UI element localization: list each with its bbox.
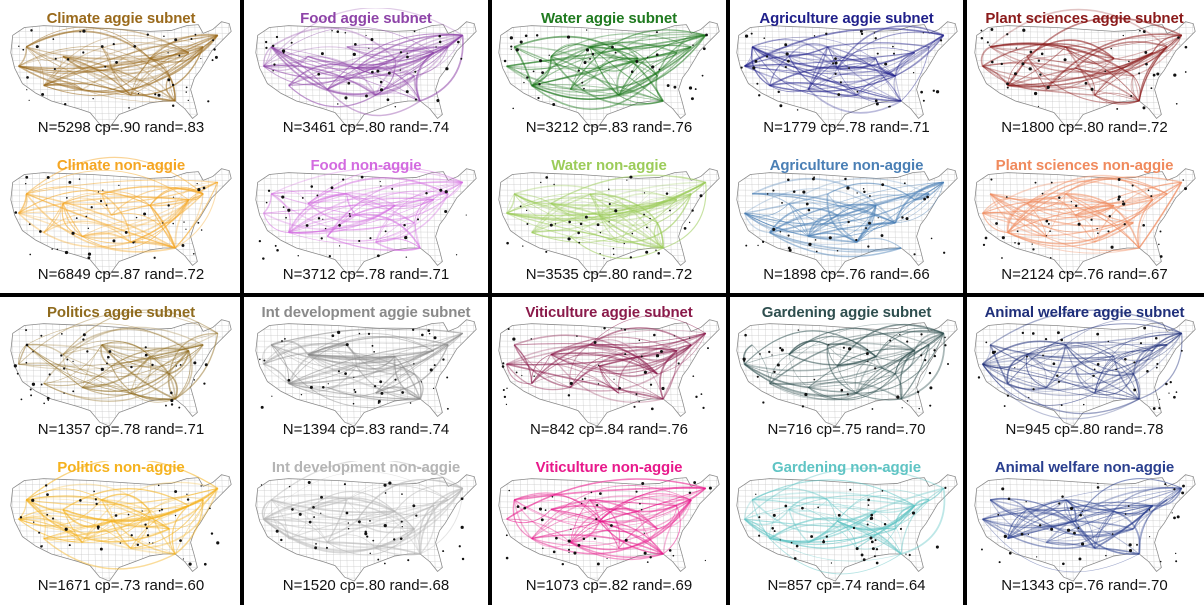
map-title: Food aggie subnet: [300, 10, 432, 27]
us-network-map: [498, 21, 720, 129]
map-title: Politics aggie subnet: [47, 304, 195, 321]
map-title: Climate non-aggie: [56, 157, 186, 174]
us-network-map: [10, 309, 232, 427]
us-network-map: [973, 474, 1196, 582]
us-network-map: [735, 21, 958, 129]
map-title: Water non-aggie: [551, 157, 667, 174]
map-title: Climate aggie subnet: [46, 10, 196, 27]
map-title: Viticulture aggie subnet: [525, 304, 693, 321]
us-network-map: [10, 21, 232, 129]
map-stats: N=1800 cp=.80 rand=.72: [1001, 119, 1168, 136]
map-stats: N=1779 cp=.78 rand=.71: [763, 119, 930, 136]
map-panel: Politics non-aggie N=1671 cp=.73 rand=.60: [0, 449, 242, 605]
map-stats: N=5298 cp=.90 rand=.83: [37, 119, 205, 136]
map-title: Gardening non-aggie: [772, 459, 921, 476]
map-stats: N=6849 cp=.87 rand=.72: [37, 266, 205, 283]
map-title: Agriculture aggie subnet: [759, 10, 934, 27]
us-network-map: [498, 168, 720, 276]
us-network-map: [255, 8, 477, 129]
map-panel: Plant sciences non-aggie N=2124 cp=.76 ra…: [965, 147, 1204, 294]
map-stats: N=1671 cp=.73 rand=.60: [37, 577, 205, 594]
map-title: Agriculture non-aggie: [769, 157, 924, 174]
map-stats: N=857 cp=.74 rand=.64: [767, 577, 926, 594]
map-panel: Climate non-aggie N=6849 cp=.87 rand=.72: [0, 147, 242, 294]
map-stats: N=2124 cp=.76 rand=.67: [1001, 266, 1168, 283]
map-stats: N=3461 cp=.80 rand=.74: [282, 119, 450, 136]
map-stats: N=842 cp=.84 rand=.76: [529, 421, 689, 438]
map-title: Viticulture non-aggie: [535, 459, 683, 476]
map-title: Animal welfare non-aggie: [994, 459, 1175, 476]
vertical-divider: [488, 0, 492, 605]
horizontal-divider: [0, 293, 1204, 297]
map-panel: Gardening aggie subnet N=716 cp=.75 rand=…: [728, 294, 965, 449]
map-title: Water aggie subnet: [541, 10, 677, 27]
map-panel: Int development aggie subnet N=1394 cp=.8…: [242, 294, 490, 449]
map-title: Int development non-aggie: [271, 459, 461, 476]
us-network-map: [735, 168, 958, 276]
us-network-map: [735, 319, 958, 427]
map-panel: Climate aggie subnet N=5298 cp=.90 rand=.…: [0, 0, 242, 147]
map-panel: Agriculture non-aggie N=1898 cp=.76 rand=…: [728, 147, 965, 294]
map-stats: N=3212 cp=.83 rand=.76: [525, 119, 693, 136]
us-network-map: [255, 167, 477, 276]
map-title: Food non-aggie: [310, 157, 422, 174]
map-panel: Food non-aggie N=3712 cp=.78 rand=.71: [242, 147, 490, 294]
us-network-map: [10, 461, 232, 582]
map-title: Politics non-aggie: [57, 459, 185, 476]
map-title: Gardening aggie subnet: [761, 304, 932, 321]
map-panel: Food aggie subnet N=3461 cp=.80 rand=.74: [242, 0, 490, 147]
map-stats: N=3712 cp=.78 rand=.71: [282, 266, 450, 283]
map-panel: Int development non-aggie N=1520 cp=.80 r…: [242, 449, 490, 605]
map-stats: N=1898 cp=.76 rand=.66: [763, 266, 930, 283]
us-network-map: [973, 8, 1196, 129]
map-panel: Water non-aggie N=3535 cp=.80 rand=.72: [490, 147, 728, 294]
us-network-map: [498, 474, 720, 582]
us-network-map: [735, 467, 958, 582]
map-stats: N=1394 cp=.83 rand=.74: [282, 421, 450, 438]
map-title: Int development aggie subnet: [261, 304, 471, 321]
map-panel: Agriculture aggie subnet N=1779 cp=.78 ra…: [728, 0, 965, 147]
map-panel: Gardening non-aggie N=857 cp=.74 rand=.64: [728, 449, 965, 605]
us-network-map: [973, 309, 1196, 427]
map-stats: N=3535 cp=.80 rand=.72: [525, 266, 693, 283]
vertical-divider: [726, 0, 730, 605]
map-stats: N=1357 cp=.78 rand=.71: [37, 421, 205, 438]
map-panel: Water aggie subnet N=3212 cp=.83 rand=.76: [490, 0, 728, 147]
map-stats: N=1343 cp=.76 rand=.70: [1001, 577, 1168, 594]
us-network-map: [255, 319, 477, 427]
map-panel: Animal welfare aggie subnet N=945 cp=.80 …: [965, 294, 1204, 449]
map-title: Plant sciences aggie subnet: [985, 10, 1184, 27]
us-network-map: [10, 156, 232, 276]
map-panel: Animal welfare non-aggie N=1343 cp=.76 ra…: [965, 449, 1204, 605]
vertical-divider: [963, 0, 967, 605]
map-stats: N=945 cp=.80 rand=.78: [1005, 421, 1164, 438]
us-network-map: [973, 168, 1196, 276]
map-stats: N=716 cp=.75 rand=.70: [767, 421, 926, 438]
map-title: Animal welfare aggie subnet: [984, 304, 1185, 321]
vertical-divider: [240, 0, 244, 605]
map-panel: Politics aggie subnet N=1357 cp=.78 rand=…: [0, 294, 242, 449]
map-stats: N=1520 cp=.80 rand=.68: [282, 577, 450, 594]
map-title: Plant sciences non-aggie: [995, 157, 1174, 174]
map-panel: Plant sciences aggie subnet N=1800 cp=.80…: [965, 0, 1204, 147]
map-panel: Viticulture non-aggie N=1073 cp=.82 rand=…: [490, 449, 728, 605]
us-network-map: [498, 315, 720, 427]
map-panel: Viticulture aggie subnet N=842 cp=.84 ran…: [490, 294, 728, 449]
map-stats: N=1073 cp=.82 rand=.69: [525, 577, 693, 594]
us-network-map: [255, 461, 477, 582]
